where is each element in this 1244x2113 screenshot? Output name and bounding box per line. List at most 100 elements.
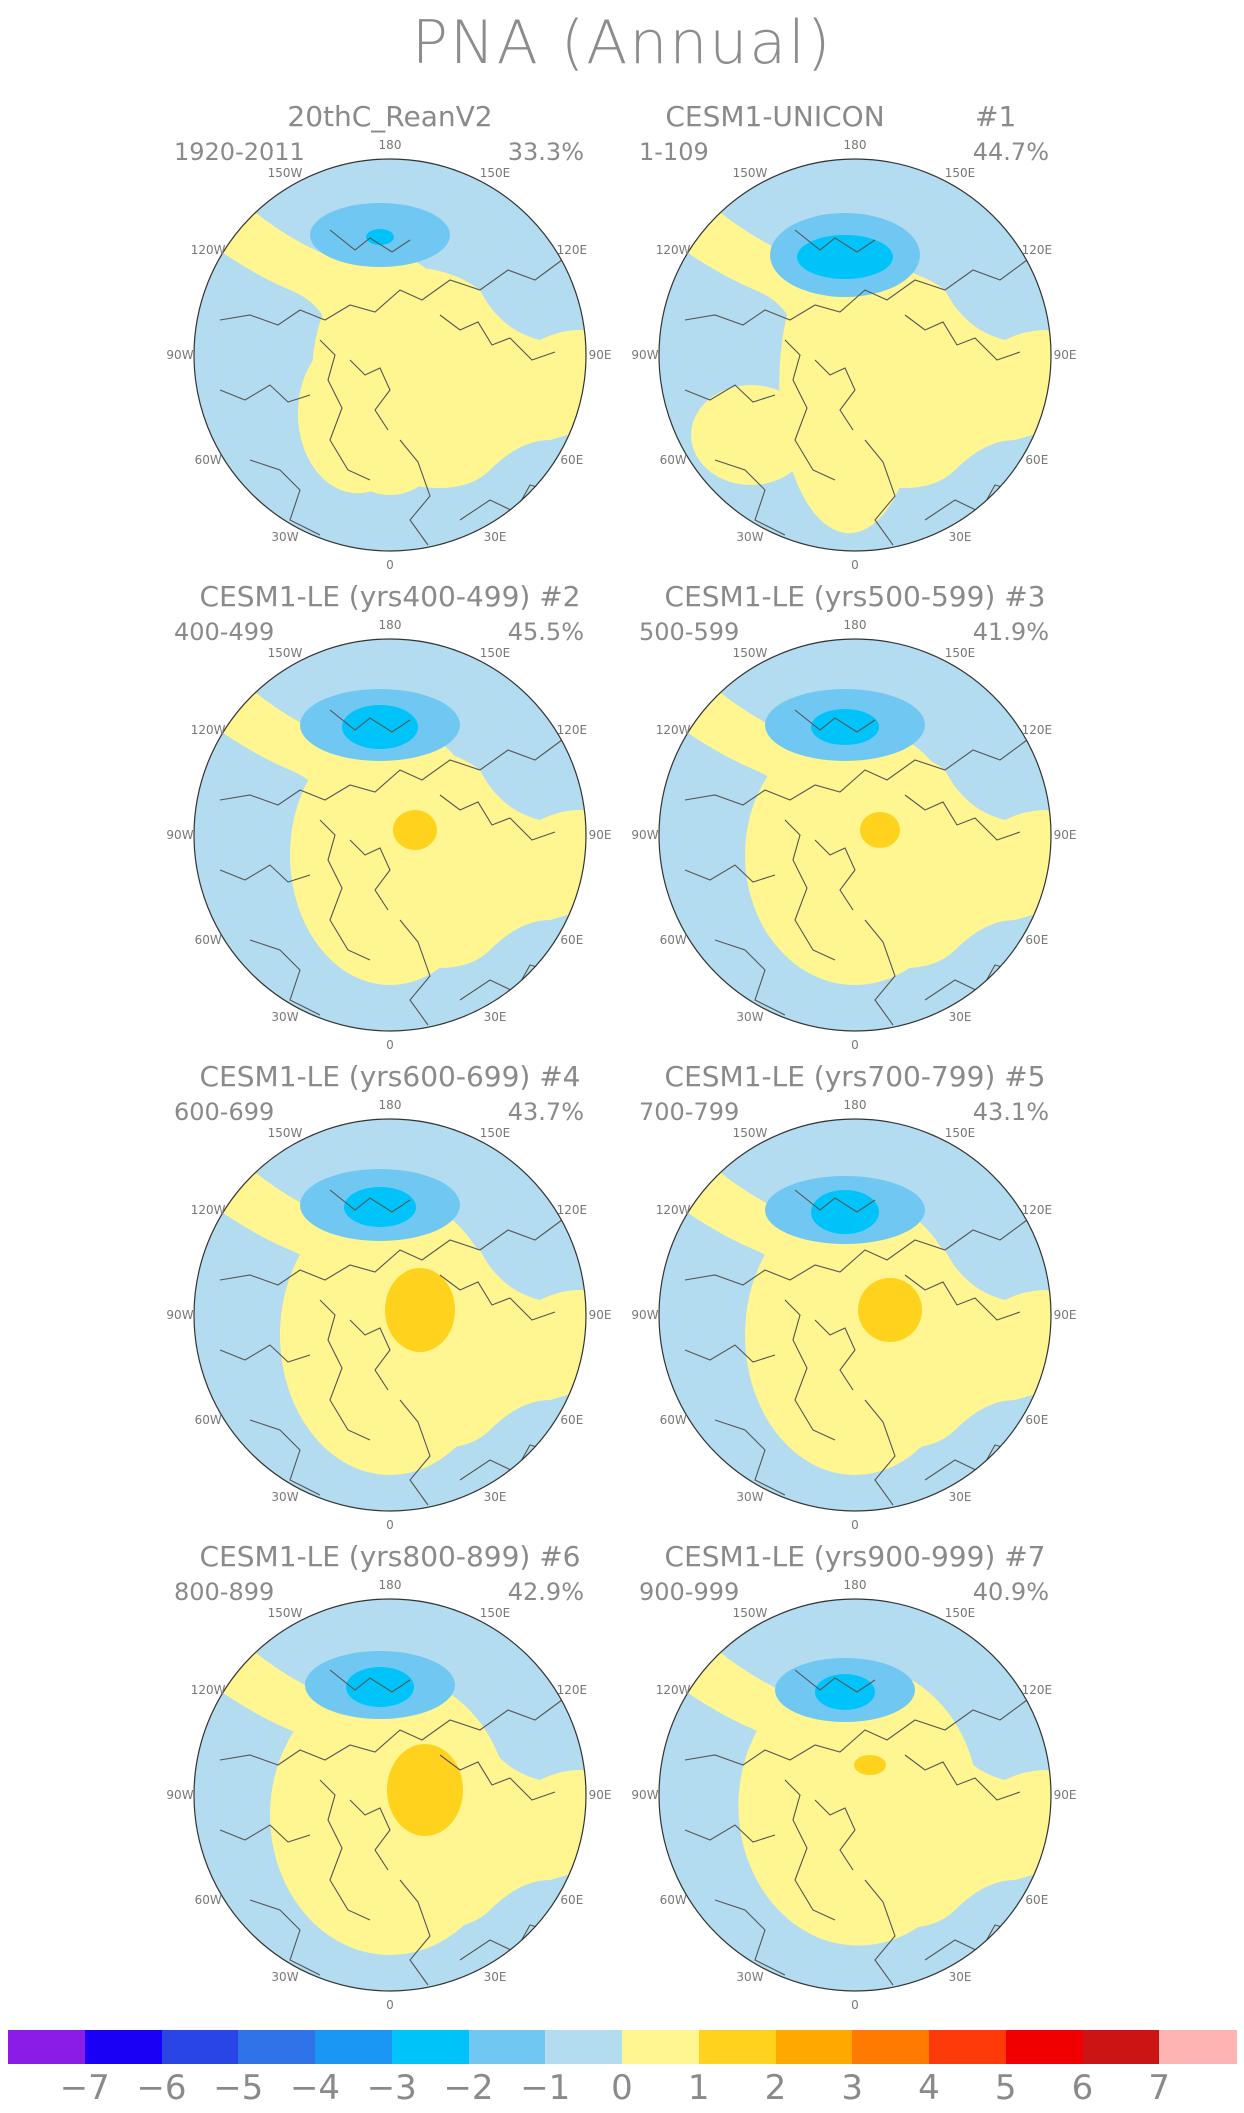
map-boundary xyxy=(658,1598,1052,1992)
longitude-label: 0 xyxy=(851,1518,859,1532)
panel-tag: #1 xyxy=(975,100,1017,133)
map-panel: CESM1-LE (yrs400-499) #2 400-499 45.5% 180 1… xyxy=(160,580,620,1052)
coastline xyxy=(784,819,836,961)
coastline xyxy=(329,1669,411,1693)
coastline xyxy=(319,819,371,961)
longitude-label: 60W xyxy=(660,1413,687,1427)
longitude-label: 90E xyxy=(1054,1308,1077,1322)
longitude-label: 90W xyxy=(166,828,193,842)
coastline xyxy=(864,1879,896,1986)
coastline xyxy=(794,709,876,733)
panel-variance-pct: 33.3% xyxy=(507,138,584,166)
coastline xyxy=(249,1419,321,1496)
longitude-label: 0 xyxy=(386,1038,394,1052)
coastline xyxy=(439,1754,556,1801)
coastline xyxy=(714,1419,786,1496)
panel-variance-pct: 43.1% xyxy=(972,1098,1049,1126)
panel-title: CESM1-UNICON xyxy=(665,100,885,133)
negative-region xyxy=(659,680,1051,1031)
positive-anomaly-core xyxy=(385,1268,455,1352)
longitude-label: 180 xyxy=(844,618,867,632)
negative-region xyxy=(659,1160,1051,1511)
polar-map: 180 150E 120E 90E 60E 30E 0 30W 60W 90W 120W 150W xyxy=(166,1098,611,1532)
coastline xyxy=(684,384,776,403)
negative-region xyxy=(659,1640,1051,1991)
longitude-label: 150E xyxy=(480,1606,511,1620)
colorbar-label: −4 xyxy=(289,2068,341,2108)
coastline xyxy=(319,1299,371,1441)
longitude-label: 120E xyxy=(1022,1683,1053,1697)
longitude-label: 120E xyxy=(1022,243,1053,257)
coastline xyxy=(684,1699,1028,1766)
coastline xyxy=(794,1189,876,1213)
longitude-label: 180 xyxy=(844,1098,867,1112)
map-boundary xyxy=(193,1598,587,1992)
positive-anomaly-core xyxy=(393,810,437,850)
longitude-label: 60W xyxy=(660,1893,687,1907)
panel-years: 1-109 xyxy=(639,138,709,166)
map-boundary xyxy=(193,158,587,552)
longitude-label: 30W xyxy=(271,1970,298,1984)
colorbar-label: 6 xyxy=(1071,2068,1094,2108)
negative-region xyxy=(194,1640,586,1991)
longitude-label: 30W xyxy=(271,1490,298,1504)
longitude-label: 180 xyxy=(379,1578,402,1592)
map-panel: CESM1-LE (yrs800-899) #6 800-899 42.9% 180 1… xyxy=(160,1540,620,2012)
longitude-label: 0 xyxy=(851,558,859,572)
coastline xyxy=(399,1879,431,1986)
longitude-label: 90E xyxy=(1054,348,1077,362)
longitude-label: 60W xyxy=(195,933,222,947)
colorbar-label: 3 xyxy=(841,2068,864,2108)
longitude-label: 180 xyxy=(844,1578,867,1592)
coastline xyxy=(714,1899,786,1976)
longitude-label: 30W xyxy=(736,1010,763,1024)
longitude-label: 150W xyxy=(733,646,768,660)
longitude-label: 60E xyxy=(560,453,583,467)
longitude-label: 90W xyxy=(166,348,193,362)
positive-anomaly xyxy=(319,1750,400,1931)
longitude-label: 150E xyxy=(945,166,976,180)
longitude-label: 60E xyxy=(1025,1893,1048,1907)
coastline xyxy=(684,1344,776,1363)
longitude-label: 60E xyxy=(1025,933,1048,947)
polar-map: 180 150E 120E 90E 60E 30E 0 30W 60W 90W 120W 150W xyxy=(166,618,611,1052)
longitude-label: 60W xyxy=(660,453,687,467)
longitude-label: 60E xyxy=(560,1413,583,1427)
colorbar-swatch xyxy=(84,2030,162,2064)
longitude-label: 150W xyxy=(268,646,303,660)
coastline xyxy=(439,1274,556,1321)
colorbar-swatch xyxy=(1159,2030,1237,2064)
coastline xyxy=(714,939,786,1016)
longitude-label: 30E xyxy=(484,1970,507,1984)
coastline xyxy=(249,459,321,536)
coastline xyxy=(399,439,431,546)
longitude-label: 90W xyxy=(631,348,658,362)
longitude-label: 30W xyxy=(736,530,763,544)
longitude-label: 60W xyxy=(660,933,687,947)
coastline xyxy=(219,1344,311,1363)
coastline xyxy=(349,1799,391,1871)
coastline xyxy=(904,1274,1021,1321)
coastline xyxy=(784,1779,836,1921)
longitude-label: 180 xyxy=(379,1098,402,1112)
map-panel: CESM1-LE (yrs600-699) #4 600-699 43.7% 180 1… xyxy=(160,1060,620,1532)
colorbar-label: 4 xyxy=(918,2068,940,2108)
map-boundary xyxy=(193,1118,587,1512)
panel-title: 20thC_ReanV2 xyxy=(287,100,493,133)
panel-title: CESM1-LE (yrs700-799) #5 xyxy=(664,1060,1046,1093)
map-boundary xyxy=(658,158,1052,552)
longitude-label: 120W xyxy=(191,243,226,257)
longitude-label: 30E xyxy=(949,530,972,544)
longitude-label: 30E xyxy=(949,1010,972,1024)
coastline xyxy=(329,1189,411,1213)
strong-negative-anomaly xyxy=(811,709,879,745)
positive-anomaly-core xyxy=(387,1744,463,1836)
panel-title: CESM1-LE (yrs400-499) #2 xyxy=(199,580,581,613)
strong-negative-anomaly xyxy=(342,705,418,749)
colorbar-swatch xyxy=(8,2030,86,2064)
coastline xyxy=(864,919,896,1026)
longitude-label: 150W xyxy=(268,1606,303,1620)
colorbar-swatch xyxy=(315,2030,393,2064)
colorbar-swatch xyxy=(1082,2030,1160,2064)
strong-negative-anomaly xyxy=(344,1187,416,1227)
